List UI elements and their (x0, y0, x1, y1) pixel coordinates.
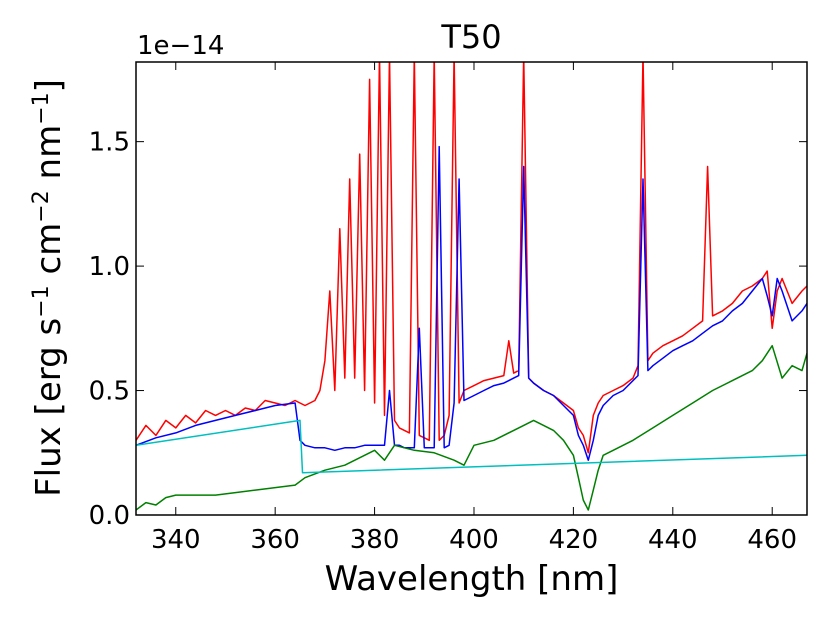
y-label-text: ] (29, 79, 69, 92)
x-tick-label: 380 (350, 525, 400, 555)
y-label-text: nm (29, 125, 69, 190)
y-tick-label: 1.0 (89, 252, 130, 282)
x-tick-label: 360 (250, 525, 300, 555)
x-axis-label: Wavelength [nm] (325, 559, 619, 599)
series-line-3 (136, 419, 807, 474)
plot-frame (135, 61, 808, 516)
series-layer (136, 62, 807, 511)
x-axis-ticks: 340 360 380 400 420 440 460 (151, 62, 797, 555)
chart-title: T50 (440, 18, 501, 56)
y-label-exponent: −1 (29, 92, 54, 124)
y-label-exponent: −1 (29, 285, 54, 317)
y-axis-ticks: 0.0 0.5 1.0 1.5 (89, 128, 807, 531)
x-tick-label: 420 (549, 525, 599, 555)
series-line-0 (136, 62, 807, 454)
x-tick-label: 340 (151, 525, 201, 555)
series-line-1 (136, 145, 807, 461)
y-label-text: Flux [erg s (29, 318, 69, 497)
y-offset-text: 1e−14 (137, 31, 224, 61)
y-axis-label: Flux [erg s−1 cm−2 nm−1] (29, 79, 70, 497)
x-tick-label: 440 (648, 525, 698, 555)
x-tick-label: 400 (449, 525, 499, 555)
y-tick-label: 1.5 (89, 128, 130, 158)
y-label-text: cm (29, 223, 69, 286)
y-label-exponent: −2 (29, 190, 54, 222)
x-tick-label: 460 (747, 525, 797, 555)
series-line-2 (136, 344, 807, 511)
y-tick-label: 0.5 (89, 377, 130, 407)
y-tick-label: 0.0 (89, 501, 130, 531)
